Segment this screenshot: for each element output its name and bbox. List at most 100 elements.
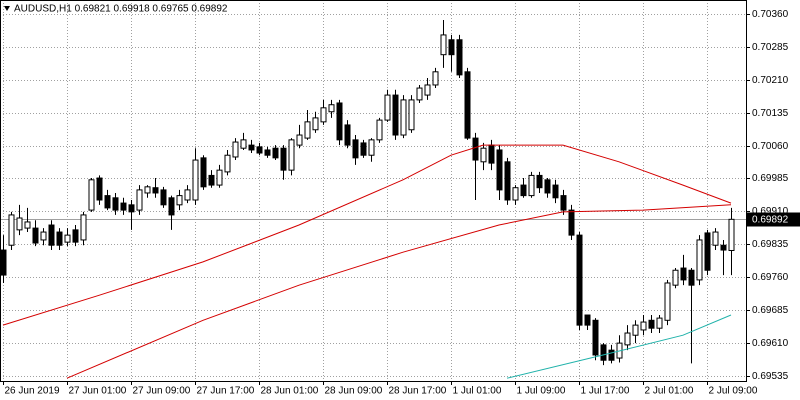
candle-body: [120, 202, 127, 211]
candle-body: [200, 157, 207, 188]
x-tick-label: 1 Jul 09:00: [517, 386, 566, 397]
candle-body: [432, 71, 439, 86]
candle-body: [192, 159, 199, 201]
y-tick-label: 0.69685: [752, 305, 789, 316]
candle-body: [128, 204, 135, 213]
candle-body: [112, 197, 119, 211]
candle-body: [712, 231, 719, 246]
candle-body: [528, 174, 535, 197]
candle-body: [360, 142, 367, 156]
candle-body: [392, 94, 399, 136]
candle-body: [560, 195, 567, 211]
x-tick-label: 1 Jul 01:00: [453, 386, 502, 397]
candle-body: [504, 161, 511, 201]
y-tick-label: 0.70210: [752, 75, 789, 86]
candle-body: [512, 187, 519, 201]
x-tick-label: 26 Jun 2019: [5, 386, 60, 397]
x-tick-label: 28 Jun 01:00: [261, 386, 319, 397]
candle-body: [424, 84, 431, 96]
title-icon: [4, 6, 10, 11]
candle-body: [416, 87, 423, 101]
candle-body: [232, 141, 239, 158]
candle-body: [256, 146, 263, 154]
candle-body: [0, 249, 7, 276]
x-tick-label: 27 Jun 09:00: [133, 386, 191, 397]
y-tick-label: 0.70285: [752, 42, 789, 53]
candle-body: [208, 174, 215, 186]
candle-body: [464, 71, 471, 139]
candle-body: [288, 139, 295, 171]
candle-body: [344, 124, 351, 146]
candle-body: [536, 174, 543, 189]
candle-body: [32, 227, 39, 244]
y-tick-label: 0.69535: [752, 371, 789, 382]
candle-body: [408, 99, 415, 131]
candle-body: [592, 319, 599, 356]
candle-body: [176, 195, 183, 206]
candle-body: [40, 231, 47, 241]
x-tick-label: 2 Jul 09:00: [709, 386, 758, 397]
candle-body: [632, 324, 639, 336]
candle-body: [160, 189, 167, 206]
candle-body: [216, 169, 223, 186]
candle-body: [264, 149, 271, 156]
candle-body: [88, 179, 95, 211]
candle-body: [144, 186, 151, 194]
candle-body: [624, 332, 631, 346]
candle-body: [96, 177, 103, 201]
candle-body: [648, 319, 655, 329]
y-tick-label: 0.69760: [752, 272, 789, 283]
candle-body: [280, 147, 287, 171]
chart-title: AUDUSD,H1 0.69821 0.69918 0.69765 0.6989…: [14, 4, 228, 15]
candle-body: [688, 269, 695, 286]
candle-body: [240, 139, 247, 149]
y-tick-label: 0.70360: [752, 9, 789, 20]
candle-body: [312, 117, 319, 131]
candle-body: [8, 214, 15, 246]
candle-body: [552, 184, 559, 199]
last-price-label: 0.69892: [752, 215, 789, 226]
candle-body: [704, 232, 711, 271]
candle-body: [400, 99, 407, 136]
candle-body: [136, 189, 143, 211]
candle-body: [720, 244, 727, 251]
indicator-line: [2, 144, 732, 326]
plot: [0, 20, 746, 379]
axes: 0.70360 0.70285 0.70210 0.70135 0.70060 0.699…: [3, 9, 800, 397]
candle-body: [296, 134, 303, 146]
candle-body: [224, 154, 231, 173]
candle-body: [472, 137, 479, 161]
candle-body: [672, 269, 679, 286]
candle-body: [608, 349, 615, 361]
candle-body: [480, 147, 487, 163]
candle-body: [248, 144, 255, 151]
candle-body: [24, 221, 31, 229]
candle-body: [568, 209, 575, 236]
candle-body: [656, 317, 663, 329]
candle-body: [104, 195, 111, 209]
candle-body: [64, 234, 71, 243]
candle-body: [576, 234, 583, 326]
candle-body: [448, 39, 455, 56]
candle-body: [56, 231, 63, 246]
x-tick-label: 28 Jun 09:00: [325, 386, 383, 397]
candle-body: [520, 184, 527, 197]
plot-border: [0, 0, 747, 382]
candle-body: [336, 102, 343, 141]
candle-body: [168, 197, 175, 216]
candle-body: [440, 34, 447, 56]
candle-body: [80, 214, 87, 241]
y-tick-label: 0.69910: [752, 206, 789, 217]
candle-body: [544, 179, 551, 194]
x-tick-label: 28 Jun 17:00: [389, 386, 447, 397]
y-tick-label: 0.69610: [752, 338, 789, 349]
candle-body: [376, 119, 383, 141]
candle-body: [304, 121, 311, 139]
candle-body: [320, 107, 327, 123]
indicator-line: [506, 314, 732, 379]
candle-body: [352, 139, 359, 159]
grid: [0, 0, 746, 381]
candle-body: [368, 139, 375, 156]
